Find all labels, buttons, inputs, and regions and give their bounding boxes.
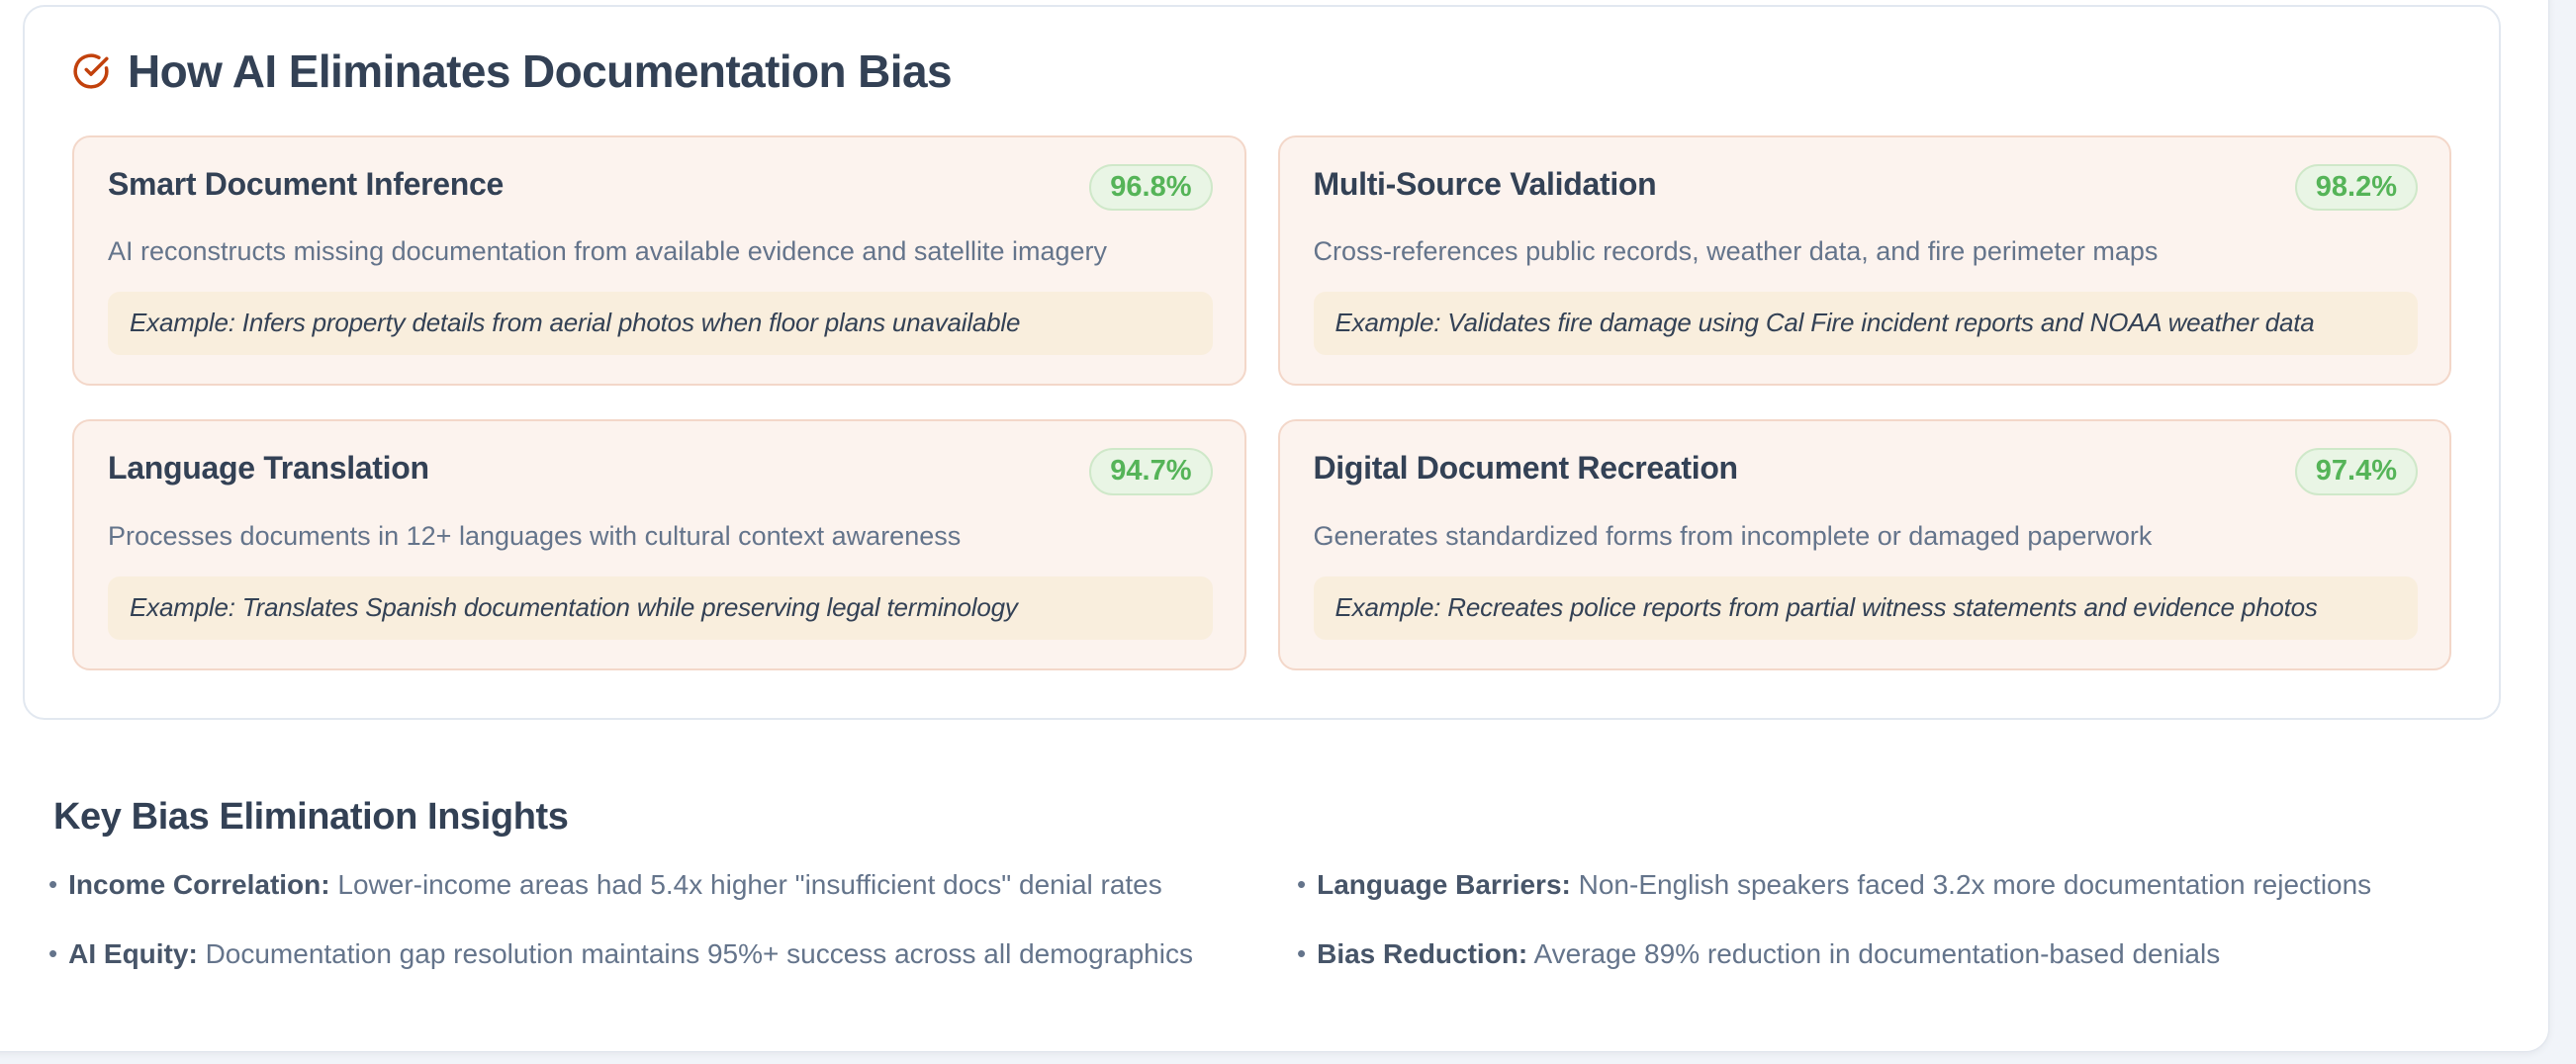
insight-label: Bias Reduction: (1317, 937, 1528, 969)
key-insights-section: Key Bias Elimination Insights • Income C… (48, 796, 2502, 973)
card-title: Smart Document Inference (108, 166, 505, 202)
insights-grid: • Income Correlation: Lower-income areas… (48, 866, 2502, 973)
card-description: Cross-references public records, weather… (1313, 236, 2159, 267)
check-circle-icon (73, 53, 109, 89)
accuracy-badge: 96.8% (1089, 164, 1213, 212)
insight-ai-equity: • AI Equity: Documentation gap resolutio… (48, 935, 1297, 973)
card-example-box: Example: Translates Spanish documentatio… (108, 576, 1213, 640)
bullet-icon: • (1297, 937, 1307, 968)
insight-text: Income Correlation: Lower-income areas h… (68, 866, 1162, 904)
card-language-translation: Language Translation 94.7% Processes doc… (72, 419, 1246, 670)
card-title: Language Translation (108, 450, 429, 487)
card-example-box: Example: Recreates police reports from p… (1313, 576, 2418, 640)
insight-value: Non-English speakers faced 3.2x more doc… (1578, 869, 2372, 900)
card-smart-document-inference: Smart Document Inference 96.8% AI recons… (72, 135, 1246, 387)
card-description: Generates standardized forms from incomp… (1313, 520, 2153, 551)
content-page-card: How AI Eliminates Documentation Bias Sma… (0, 0, 2549, 1052)
insight-text: AI Equity: Documentation gap resolution … (68, 935, 1193, 973)
card-title: Multi-Source Validation (1313, 166, 1657, 202)
card-header: Smart Document Inference 96.8% (108, 164, 1213, 212)
documentation-bias-panel: How AI Eliminates Documentation Bias Sma… (23, 5, 2501, 720)
insight-income-correlation: • Income Correlation: Lower-income areas… (48, 866, 1297, 904)
insight-label: AI Equity: (68, 937, 198, 969)
bullet-icon: • (48, 869, 58, 899)
card-description: AI reconstructs missing documentation fr… (108, 236, 1107, 267)
insight-label: Language Barriers: (1317, 869, 1571, 900)
panel-title: How AI Eliminates Documentation Bias (128, 45, 953, 97)
bullet-icon: • (1297, 869, 1307, 899)
panel-header: How AI Eliminates Documentation Bias (72, 44, 2451, 98)
insight-bias-reduction: • Bias Reduction: Average 89% reduction … (1297, 935, 2502, 973)
card-multi-source-validation: Multi-Source Validation 98.2% Cross-refe… (1277, 135, 2451, 387)
card-title: Digital Document Recreation (1313, 450, 1739, 487)
card-digital-document-recreation: Digital Document Recreation 97.4% Genera… (1277, 419, 2451, 670)
capability-cards-grid: Smart Document Inference 96.8% AI recons… (72, 135, 2451, 670)
card-example-box: Example: Validates fire damage using Cal… (1313, 292, 2418, 356)
accuracy-badge: 98.2% (2294, 164, 2418, 212)
insight-text: Bias Reduction: Average 89% reduction in… (1317, 935, 2220, 973)
insight-label: Income Correlation: (68, 869, 330, 900)
card-example-box: Example: Infers property details from ae… (108, 292, 1213, 356)
insight-text: Language Barriers: Non-English speakers … (1317, 866, 2371, 904)
insight-language-barriers: • Language Barriers: Non-English speaker… (1297, 866, 2502, 904)
card-header: Digital Document Recreation 97.4% (1313, 448, 2418, 495)
accuracy-badge: 97.4% (2294, 448, 2418, 495)
insight-value: Lower-income areas had 5.4x higher "insu… (337, 869, 1162, 900)
insights-heading: Key Bias Elimination Insights (53, 796, 569, 838)
card-header: Multi-Source Validation 98.2% (1313, 164, 2418, 212)
card-header: Language Translation 94.7% (108, 448, 1213, 495)
bullet-icon: • (48, 937, 58, 968)
accuracy-badge: 94.7% (1089, 448, 1213, 495)
card-description: Processes documents in 12+ languages wit… (108, 520, 962, 551)
insight-value: Documentation gap resolution maintains 9… (205, 937, 1193, 969)
insight-value: Average 89% reduction in documentation-b… (1533, 937, 2221, 969)
